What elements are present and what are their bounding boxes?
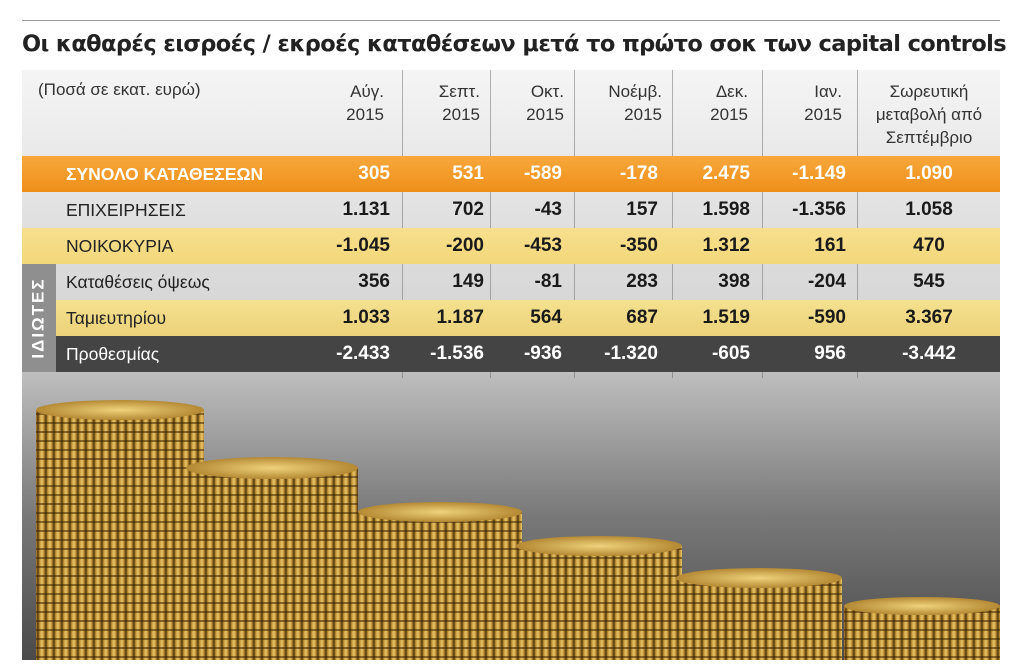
cell-value: 356 — [358, 271, 390, 292]
column-header-year: 2015 — [710, 105, 748, 124]
side-label-text: ΙΔΙΩΤΕΣ — [29, 277, 49, 359]
column-header-dec: Δεκ. 2015 — [678, 80, 748, 126]
table-row-total-deposits: ΣΥΝΟΛΟ ΚΑΤΑΘΕΣΕΩΝ 305 531 -589 -178 2.47… — [22, 156, 1000, 192]
unit-note: (Ποσά σε εκατ. ευρώ) — [38, 80, 201, 99]
cell-value: 1.058 — [905, 199, 953, 220]
column-separator — [762, 70, 763, 378]
column-header-month: Νοέμβ. — [608, 82, 662, 101]
column-header-month: Σεπτ. — [438, 82, 480, 101]
column-header-cumulative: Σωρευτική μεταβολή από Σεπτέμβριο — [858, 80, 1000, 149]
cell-value: -1.356 — [792, 199, 846, 220]
column-header-oct: Οκτ. 2015 — [498, 80, 564, 126]
cell-value: -350 — [619, 235, 658, 256]
cell-value: -453 — [523, 235, 562, 256]
column-header-sep: Σεπτ. 2015 — [412, 80, 480, 126]
column-header-month: Δεκ. — [715, 82, 748, 101]
cell-value: -178 — [619, 163, 658, 184]
column-header-year: 2015 — [624, 105, 662, 124]
individuals-side-label: ΙΔΙΩΤΕΣ — [22, 264, 56, 372]
cell-value: 564 — [530, 307, 562, 328]
table-row-savings: Ταμιευτηρίου 1.033 1.187 564 687 1.519 -… — [22, 300, 1000, 336]
column-separator — [490, 70, 491, 378]
column-header-line: Σεπτέμβριο — [885, 128, 973, 147]
cell-value: 2.475 — [702, 163, 750, 184]
cell-value: 161 — [814, 235, 846, 256]
column-header-line: μεταβολή από — [875, 105, 983, 124]
column-header-jan: Ιαν. 2015 — [768, 80, 842, 126]
cell-value: -204 — [807, 271, 846, 292]
column-separator — [574, 70, 575, 378]
cell-value: 1.598 — [702, 199, 750, 220]
table-row-term-deposits: Προθεσμίας -2.433 -1.536 -936 -1.320 -60… — [22, 336, 1000, 372]
cell-value: 702 — [452, 199, 484, 220]
cell-value: 157 — [626, 199, 658, 220]
row-label: Ταμιευτηρίου — [66, 308, 167, 328]
column-header-nov: Νοέμβ. 2015 — [582, 80, 662, 126]
cell-value: -81 — [534, 271, 562, 292]
row-label: Προθεσμίας — [66, 344, 160, 364]
cell-value: 956 — [814, 343, 846, 364]
cell-value: 283 — [626, 271, 658, 292]
cell-value: 545 — [913, 271, 945, 292]
cell-value: 687 — [626, 307, 658, 328]
cell-value: 398 — [718, 271, 750, 292]
row-label: ΕΠΙΧΕΙΡΗΣΕΙΣ — [66, 200, 186, 220]
cell-value: 531 — [452, 163, 484, 184]
cell-value: 3.367 — [905, 307, 953, 328]
chart-title: Οι καθαρές εισροές / εκροές καταθέσεων μ… — [22, 31, 1007, 57]
cell-value: -936 — [523, 343, 562, 364]
cell-value: -2.433 — [336, 343, 390, 364]
cell-value: -605 — [711, 343, 750, 364]
cell-value: 470 — [913, 235, 945, 256]
column-header-year: 2015 — [442, 105, 480, 124]
column-header-month: Ιαν. — [814, 82, 842, 101]
column-separator — [402, 70, 403, 378]
row-label: Καταθέσεις όψεως — [66, 272, 210, 292]
table-row-households: ΝΟΙΚΟΚΥΡΙΑ -1.045 -200 -453 -350 1.312 1… — [22, 228, 1000, 264]
cell-value: 149 — [452, 271, 484, 292]
table-row-sight-deposits: Καταθέσεις όψεως 356 149 -81 283 398 -20… — [22, 264, 1000, 300]
cell-value: -3.442 — [902, 343, 956, 364]
cell-value: -1.320 — [604, 343, 658, 364]
cell-value: -589 — [523, 163, 562, 184]
cell-value: -1.149 — [792, 163, 846, 184]
cell-value: -43 — [534, 199, 562, 220]
column-header-line: Σωρευτική — [889, 82, 969, 101]
column-header-aug: Αύγ. 2015 — [322, 80, 384, 126]
top-rule — [22, 20, 1000, 21]
table-panel: (Ποσά σε εκατ. ευρώ) Αύγ. 2015 Σεπτ. 201… — [22, 70, 1000, 660]
cell-value: 1.131 — [342, 199, 390, 220]
cell-value: 305 — [358, 163, 390, 184]
column-header-year: 2015 — [804, 105, 842, 124]
column-separator — [672, 70, 673, 378]
cell-value: 1.312 — [702, 235, 750, 256]
column-header-month: Οκτ. — [530, 82, 564, 101]
row-label: ΣΥΝΟΛΟ ΚΑΤΑΘΕΣΕΩΝ — [66, 164, 264, 184]
cell-value: 1.033 — [342, 307, 390, 328]
cell-value: 1.519 — [702, 307, 750, 328]
column-separator — [857, 70, 858, 378]
coin-stacks-image — [36, 400, 1000, 660]
cell-value: -590 — [807, 307, 846, 328]
column-header-year: 2015 — [526, 105, 564, 124]
cell-value: 1.187 — [436, 307, 484, 328]
cell-value: 1.090 — [905, 163, 953, 184]
cell-value: -200 — [445, 235, 484, 256]
cell-value: -1.536 — [430, 343, 484, 364]
row-label: ΝΟΙΚΟΚΥΡΙΑ — [66, 236, 174, 256]
table-row-businesses: ΕΠΙΧΕΙΡΗΣΕΙΣ 1.131 702 -43 157 1.598 -1.… — [22, 192, 1000, 228]
column-header-month: Αύγ. — [350, 82, 384, 101]
column-header-year: 2015 — [346, 105, 384, 124]
cell-value: -1.045 — [336, 235, 390, 256]
